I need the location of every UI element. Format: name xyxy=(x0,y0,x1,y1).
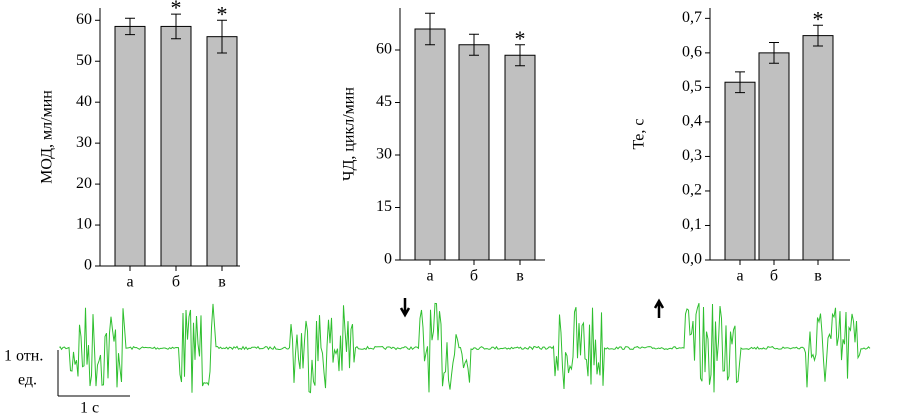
bar xyxy=(206,36,238,267)
y-tick-label: 0,1 xyxy=(682,216,702,233)
x-tick-label: а xyxy=(126,274,133,291)
arrow-down xyxy=(399,298,411,318)
error-bar xyxy=(217,19,227,54)
bar xyxy=(458,44,490,261)
bar xyxy=(414,28,446,261)
y-tick-label: 50 xyxy=(76,52,92,69)
y-tick-label: 0,6 xyxy=(682,44,702,61)
y-tick-label: 15 xyxy=(376,198,392,215)
y-tick-label: 30 xyxy=(76,134,92,151)
emg-signal xyxy=(59,302,871,394)
bar xyxy=(504,54,536,261)
y-tick-label: 10 xyxy=(76,216,92,233)
x-tick-label: б xyxy=(470,268,478,285)
y-tick-label: 45 xyxy=(376,93,392,110)
bar xyxy=(160,25,192,267)
y-tick-label: 0,2 xyxy=(682,182,702,199)
x-tick-label: а xyxy=(426,268,433,285)
bar xyxy=(758,52,790,261)
arrow-up xyxy=(653,298,665,318)
y-axis-label: Te, с xyxy=(631,119,648,150)
error-bar xyxy=(769,42,779,64)
x-scale-label: 1 с xyxy=(80,400,99,417)
error-bar xyxy=(469,33,479,56)
y-tick-label: 40 xyxy=(76,93,92,110)
error-bar xyxy=(425,12,435,46)
bar xyxy=(802,35,834,261)
error-bar xyxy=(813,24,823,47)
y-tick-label: 60 xyxy=(76,11,92,28)
y-tick-label: 0,4 xyxy=(682,113,702,130)
y-axis-label: ЧД, цикл/мин xyxy=(341,87,358,181)
x-tick-label: в xyxy=(516,268,524,285)
x-tick-label: в xyxy=(814,268,822,285)
significance-mark: * xyxy=(217,1,228,26)
y-tick-label: 20 xyxy=(76,175,92,192)
error-bar xyxy=(171,13,181,40)
emg-trace xyxy=(59,302,871,394)
x-tick-label: в xyxy=(218,274,226,291)
y-tick-label: 0,0 xyxy=(682,251,702,268)
significance-mark: * xyxy=(171,0,182,20)
y-tick-label: 0,7 xyxy=(682,9,702,26)
y-scale-label: ед. xyxy=(18,372,37,389)
error-bar xyxy=(515,44,525,67)
x-tick-label: б xyxy=(172,274,180,291)
significance-mark: * xyxy=(813,6,824,31)
y-tick-label: 0,5 xyxy=(682,78,702,95)
bar xyxy=(724,81,756,261)
error-bar xyxy=(735,71,745,94)
y-axis-label: МОД, мл/мин xyxy=(39,90,56,184)
error-bar xyxy=(125,17,135,36)
y-tick-label: 0 xyxy=(84,257,92,274)
bar xyxy=(114,25,146,267)
x-tick-label: а xyxy=(736,268,743,285)
significance-mark: * xyxy=(515,26,526,51)
y-tick-label: 30 xyxy=(376,146,392,163)
y-scale-label: 1 отн. xyxy=(4,348,43,365)
y-tick-label: 0 xyxy=(384,251,392,268)
y-tick-label: 0,3 xyxy=(682,147,702,164)
x-tick-label: б xyxy=(770,268,778,285)
y-tick-label: 60 xyxy=(376,41,392,58)
